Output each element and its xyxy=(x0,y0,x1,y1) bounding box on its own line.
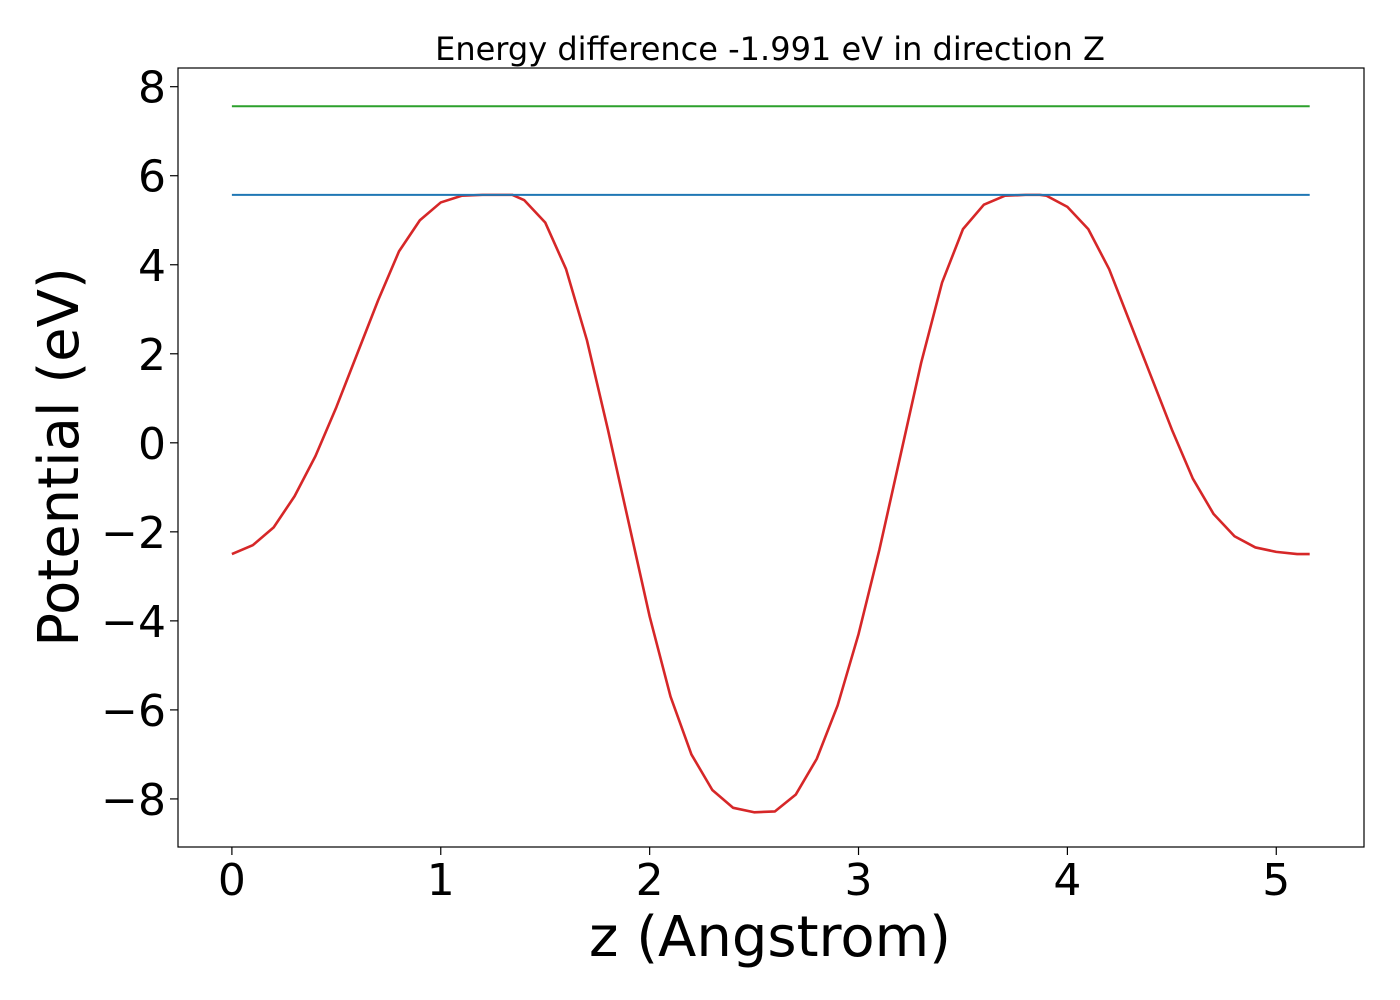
series-line-0 xyxy=(231,193,1310,814)
y-ticks: −8 −6 −4 −2 0 2 4 6 8 xyxy=(101,63,178,826)
y-tick-label: 6 xyxy=(138,152,166,203)
y-tick-label: 8 xyxy=(138,63,166,114)
x-tick-label: 5 xyxy=(1262,855,1290,906)
y-tick-label: −8 xyxy=(101,775,166,826)
x-tick-label: 0 xyxy=(218,855,246,906)
series-layer xyxy=(231,105,1310,814)
x-tick-label: 2 xyxy=(636,855,664,906)
y-tick-label: −4 xyxy=(101,597,166,648)
y-tick-label: −6 xyxy=(101,686,166,737)
y-tick-label: 4 xyxy=(138,241,166,292)
x-axis-label: z (Angstrom) xyxy=(589,905,951,970)
x-ticks: 0 1 2 3 4 5 xyxy=(218,847,1290,906)
x-tick-label: 4 xyxy=(1053,855,1081,906)
y-tick-label: −2 xyxy=(101,508,166,559)
y-axis-label: Potential (eV) xyxy=(27,267,92,647)
y-tick-label: 2 xyxy=(138,330,166,381)
x-tick-label: 1 xyxy=(427,855,455,906)
axes-frame xyxy=(177,67,1365,848)
chart-title: Energy difference -1.991 eV in direction… xyxy=(435,30,1105,68)
y-tick-label: 0 xyxy=(138,419,166,470)
x-tick-label: 3 xyxy=(845,855,873,906)
